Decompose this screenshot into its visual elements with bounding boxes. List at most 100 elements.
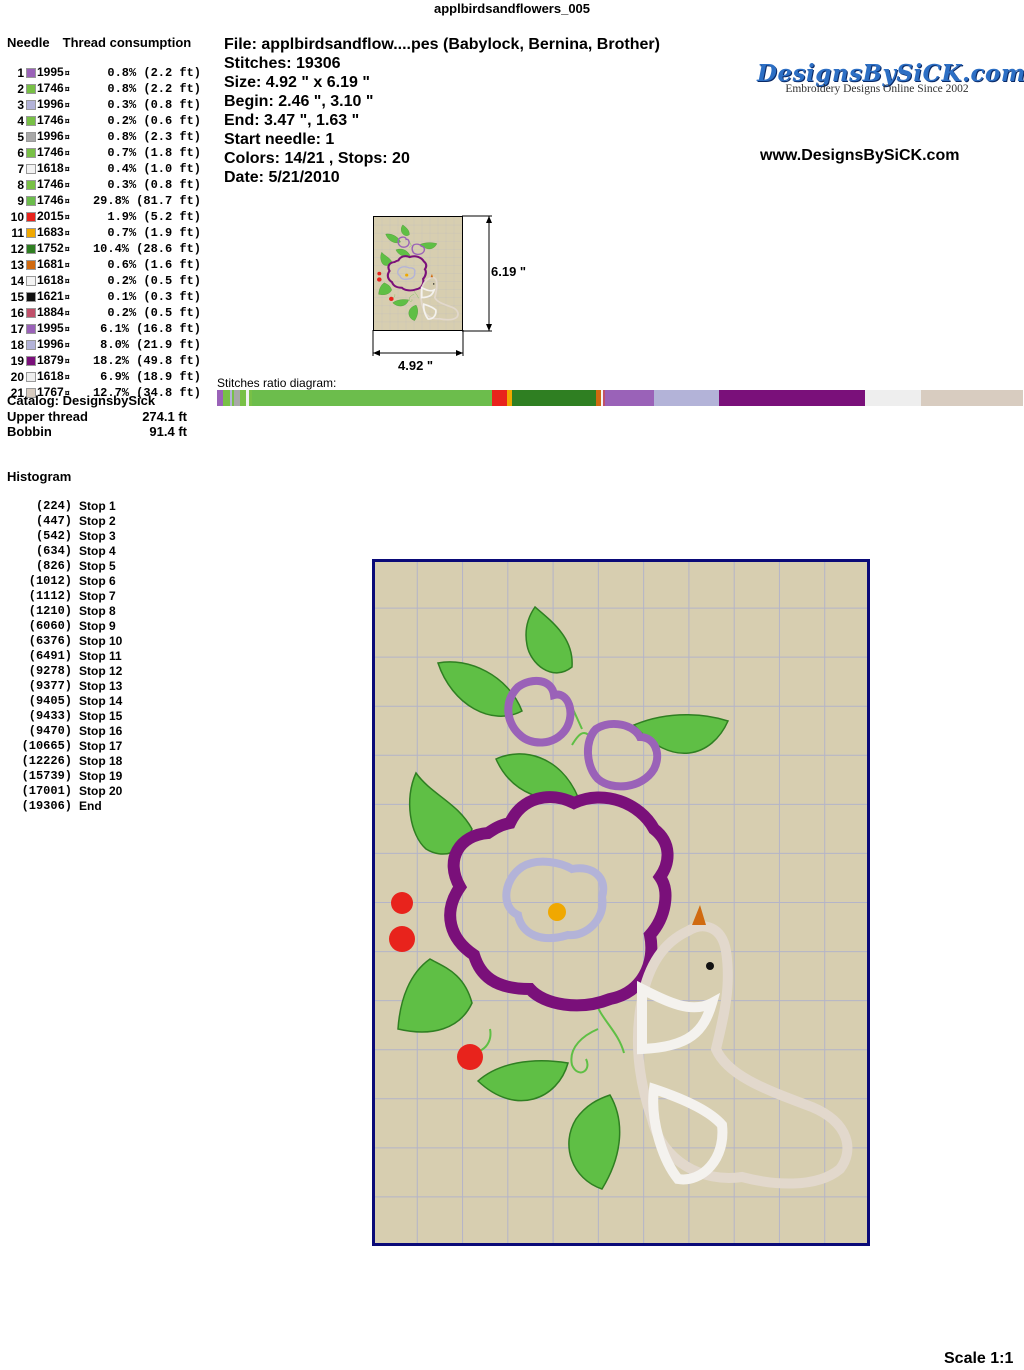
thread-color-swatch <box>26 131 36 142</box>
needle-row: 18 1996¤ 8.0% (21.9 ft) <box>6 337 201 353</box>
histogram-count: (15739) <box>21 769 72 783</box>
logo-wordmark: DesignsBySiCK.com <box>757 60 1024 87</box>
thread-code: 1681 <box>37 257 64 271</box>
needle-number: 5 <box>17 129 24 144</box>
needle-row: 13 1681¤ 0.6% (1.6 ft) <box>6 257 201 273</box>
histogram-count: (6376) <box>28 634 72 648</box>
histogram-title: Histogram <box>7 469 72 484</box>
needle-number: 21 <box>10 385 24 400</box>
thread-consumption: 6.1% (16.8 ft) <box>100 321 201 336</box>
histogram-stop-label: Stop 4 <box>79 544 116 558</box>
thread-color-swatch <box>26 355 36 366</box>
ratio-segment <box>602 390 604 406</box>
thread-code: 1995 <box>37 321 64 335</box>
histogram-count: (1112) <box>28 589 72 603</box>
end-line: End: 3.47 ", 1.63 " <box>224 112 360 129</box>
needle-number: 20 <box>10 369 24 384</box>
histogram-row: (6376) Stop 10 <box>10 634 123 649</box>
histogram-row: (9278) Stop 12 <box>10 664 123 679</box>
thread-code: 1618 <box>37 161 64 175</box>
thread-mark: ¤ <box>64 100 70 110</box>
thread-consumption: 18.2% (49.8 ft) <box>92 353 201 368</box>
histogram-row: (634) Stop 4 <box>10 544 122 559</box>
histogram-stop-label: Stop 16 <box>79 724 123 738</box>
begin-line: Begin: 2.46 ", 3.10 " <box>224 93 374 110</box>
histogram-stop-label: Stop 11 <box>79 649 122 663</box>
histogram-count: (9377) <box>28 679 72 693</box>
needle-row: 20 1618¤ 6.9% (18.9 ft) <box>6 369 201 385</box>
thread-mark: ¤ <box>64 212 70 222</box>
ratio-segment <box>512 390 597 406</box>
thread-code: 1996 <box>37 129 64 143</box>
needle-row: 5 1996¤ 0.8% (2.3 ft) <box>6 129 201 145</box>
ratio-segment <box>654 390 719 406</box>
thread-consumption: 29.8% (81.7 ft) <box>92 193 201 208</box>
histogram-count: (9470) <box>28 724 72 738</box>
histogram-count: (9405) <box>28 694 72 708</box>
thread-consumption: 1.9% (5.2 ft) <box>107 209 201 224</box>
histogram-row: (447) Stop 2 <box>10 514 122 529</box>
histogram-stop-label: Stop 2 <box>79 514 116 528</box>
ratio-segment <box>603 390 606 406</box>
ratio-segment <box>491 390 507 406</box>
thread-code: 1996 <box>37 337 64 351</box>
bobbin-value: 91.4 ft <box>149 424 187 439</box>
thread-code: 1752 <box>37 241 64 255</box>
start-needle-line: Start needle: 1 <box>224 131 335 148</box>
histogram-count: (634) <box>35 544 72 558</box>
histogram-count: (10665) <box>21 739 72 753</box>
histogram-stop-label: End <box>79 799 102 813</box>
thread-mark: ¤ <box>64 180 70 190</box>
histogram-row: (15739) Stop 19 <box>10 769 123 784</box>
embroidery-design-preview <box>372 559 870 1246</box>
thread-color-swatch <box>26 147 36 158</box>
needle-row: 2 1746¤ 0.8% (2.2 ft) <box>6 81 201 97</box>
histogram-row: (6060) Stop 9 <box>10 619 122 634</box>
thread-code: 1621 <box>37 289 64 303</box>
thread-consumption: 8.0% (21.9 ft) <box>100 337 201 352</box>
histogram-stop-label: Stop 8 <box>79 604 116 618</box>
histogram-row: (19306) End <box>10 799 122 814</box>
histogram-count: (9433) <box>28 709 72 723</box>
stitches-ratio-bar <box>217 390 1023 406</box>
histogram-stop-label: Stop 18 <box>79 754 123 768</box>
needle-row: 17 1995¤ 6.1% (16.8 ft) <box>6 321 201 337</box>
needle-table-header: Needle Thread consumption <box>7 35 191 50</box>
thread-consumption: 0.7% (1.8 ft) <box>107 145 201 160</box>
ratio-segment <box>232 390 234 406</box>
file-line: File: applbirdsandflow....pes (Babylock,… <box>224 36 660 53</box>
thread-color-swatch <box>26 291 36 302</box>
thread-mark: ¤ <box>64 68 70 78</box>
needle-number: 16 <box>10 305 24 320</box>
thread-color-swatch <box>26 323 36 334</box>
needle-row: 16 1884¤ 0.2% (0.5 ft) <box>6 305 201 321</box>
width-dimension-line <box>372 330 464 356</box>
needle-row: 21 1767¤ 12.7% (34.8 ft) <box>6 385 201 401</box>
thread-consumption: 0.3% (0.8 ft) <box>107 177 201 192</box>
needle-row: 14 1618¤ 0.2% (0.5 ft) <box>6 273 201 289</box>
needle-header-label: Needle <box>7 35 50 50</box>
thread-mark: ¤ <box>64 228 70 238</box>
thread-consumption: 0.8% (2.2 ft) <box>107 81 201 96</box>
histogram-row: (542) Stop 3 <box>10 529 122 544</box>
needle-row: 11 1683¤ 0.7% (1.9 ft) <box>6 225 201 241</box>
histogram-count: (1210) <box>28 604 72 618</box>
ratio-segment <box>233 390 241 406</box>
thread-color-swatch <box>26 179 36 190</box>
histogram-stop-label: Stop 19 <box>79 769 123 783</box>
histogram-count: (9278) <box>28 664 72 678</box>
colors-line: Colors: 14/21 , Stops: 20 <box>224 150 410 167</box>
ratio-segment <box>506 390 513 406</box>
thread-mark: ¤ <box>64 372 70 382</box>
thread-mark: ¤ <box>64 196 70 206</box>
thread-consumption: 0.8% (2.3 ft) <box>107 129 201 144</box>
needle-number: 2 <box>17 81 24 96</box>
ratio-segment <box>229 390 233 406</box>
histogram-row: (224) Stop 1 <box>10 499 122 514</box>
date-line: Date: 5/21/2010 <box>224 169 340 186</box>
needle-row: 6 1746¤ 0.7% (1.8 ft) <box>6 145 201 161</box>
thread-color-swatch <box>26 307 36 318</box>
thread-code: 1879 <box>37 353 64 367</box>
design-info: File: applbirdsandflow....pes (Babylock,… <box>224 35 660 187</box>
histogram-stop-label: Stop 17 <box>79 739 123 753</box>
